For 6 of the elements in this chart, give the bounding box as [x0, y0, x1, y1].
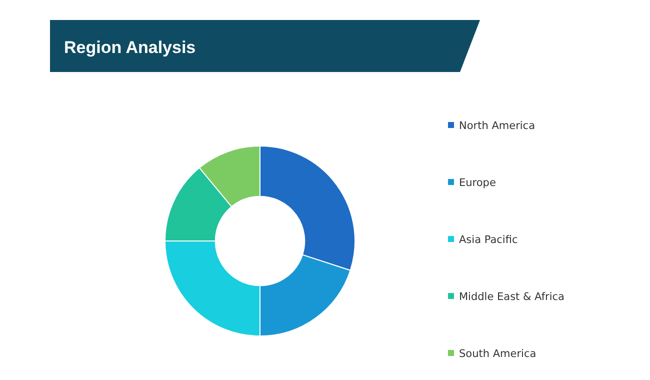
chart-title: Region Analysis	[64, 38, 196, 57]
legend-label: North America	[459, 120, 536, 132]
legend-label: Europe	[459, 177, 496, 189]
legend-label: Middle East & Africa	[459, 291, 564, 303]
legend-label: Asia Pacific	[459, 234, 518, 246]
legend-label: South America	[459, 348, 536, 360]
